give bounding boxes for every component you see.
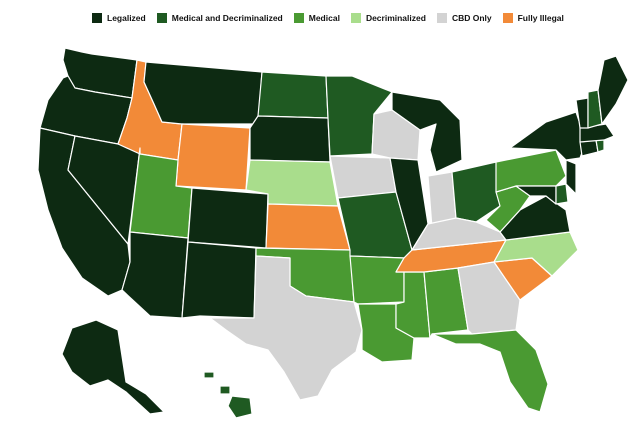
state-new-mexico[interactable] [181, 241, 257, 319]
state-arkansas[interactable] [349, 255, 405, 305]
state-delaware[interactable] [555, 183, 569, 205]
state-north-dakota[interactable] [257, 71, 329, 119]
state-montana[interactable] [143, 61, 263, 125]
legend-swatch-fully-illegal [502, 13, 513, 23]
state-maryland[interactable] [515, 185, 557, 205]
legend-label-medical: Medical [308, 13, 340, 23]
state-wyoming[interactable] [175, 123, 251, 191]
state-new-jersey[interactable] [565, 159, 577, 195]
state-kansas[interactable] [265, 203, 351, 251]
legend-label-medical-decriminalized: Medical and Decriminalized [171, 13, 283, 23]
legend-item-legalized: Legalized [92, 13, 146, 23]
legend-swatch-legalized [92, 13, 102, 23]
legend-label-fully-illegal: Fully Illegal [517, 13, 564, 23]
state-maine[interactable] [597, 55, 629, 125]
state-iowa[interactable] [329, 155, 397, 199]
legend-swatch-decriminalized [350, 13, 361, 23]
state-connecticut[interactable] [579, 139, 599, 157]
state-arizona[interactable] [121, 231, 189, 319]
legend-swatch-medical [293, 13, 304, 23]
legend-label-legalized: Legalized [107, 13, 146, 23]
state-rhode-island[interactable] [595, 139, 605, 153]
state-hawaii-big-island[interactable] [227, 395, 253, 419]
state-florida[interactable] [431, 329, 549, 413]
state-texas[interactable] [209, 255, 363, 401]
state-south-dakota[interactable] [249, 115, 331, 163]
state-alaska[interactable] [61, 319, 165, 415]
legend-item-medical-decriminalized: Medical and Decriminalized [156, 13, 283, 23]
legend-label-decriminalized: Decriminalized [365, 13, 426, 23]
legend-swatch-medical-decriminalized [156, 13, 167, 23]
legend-item-medical: Medical [293, 13, 340, 23]
state-colorado[interactable] [187, 187, 269, 249]
state-hawaii[interactable] [203, 371, 215, 379]
legend-item-fully-illegal: Fully Illegal [502, 13, 564, 23]
legend-label-cbd-only: CBD Only [451, 13, 492, 23]
legend-swatch-cbd-only [436, 13, 447, 23]
legend-item-cbd-only: CBD Only [436, 13, 492, 23]
map-legend: Legalized Medical and Decriminalized Med… [92, 9, 575, 27]
state-ohio[interactable] [451, 161, 501, 223]
legend-item-decriminalized: Decriminalized [350, 13, 426, 23]
state-michigan[interactable] [391, 91, 463, 173]
state-hawaii-maui[interactable] [219, 385, 231, 395]
